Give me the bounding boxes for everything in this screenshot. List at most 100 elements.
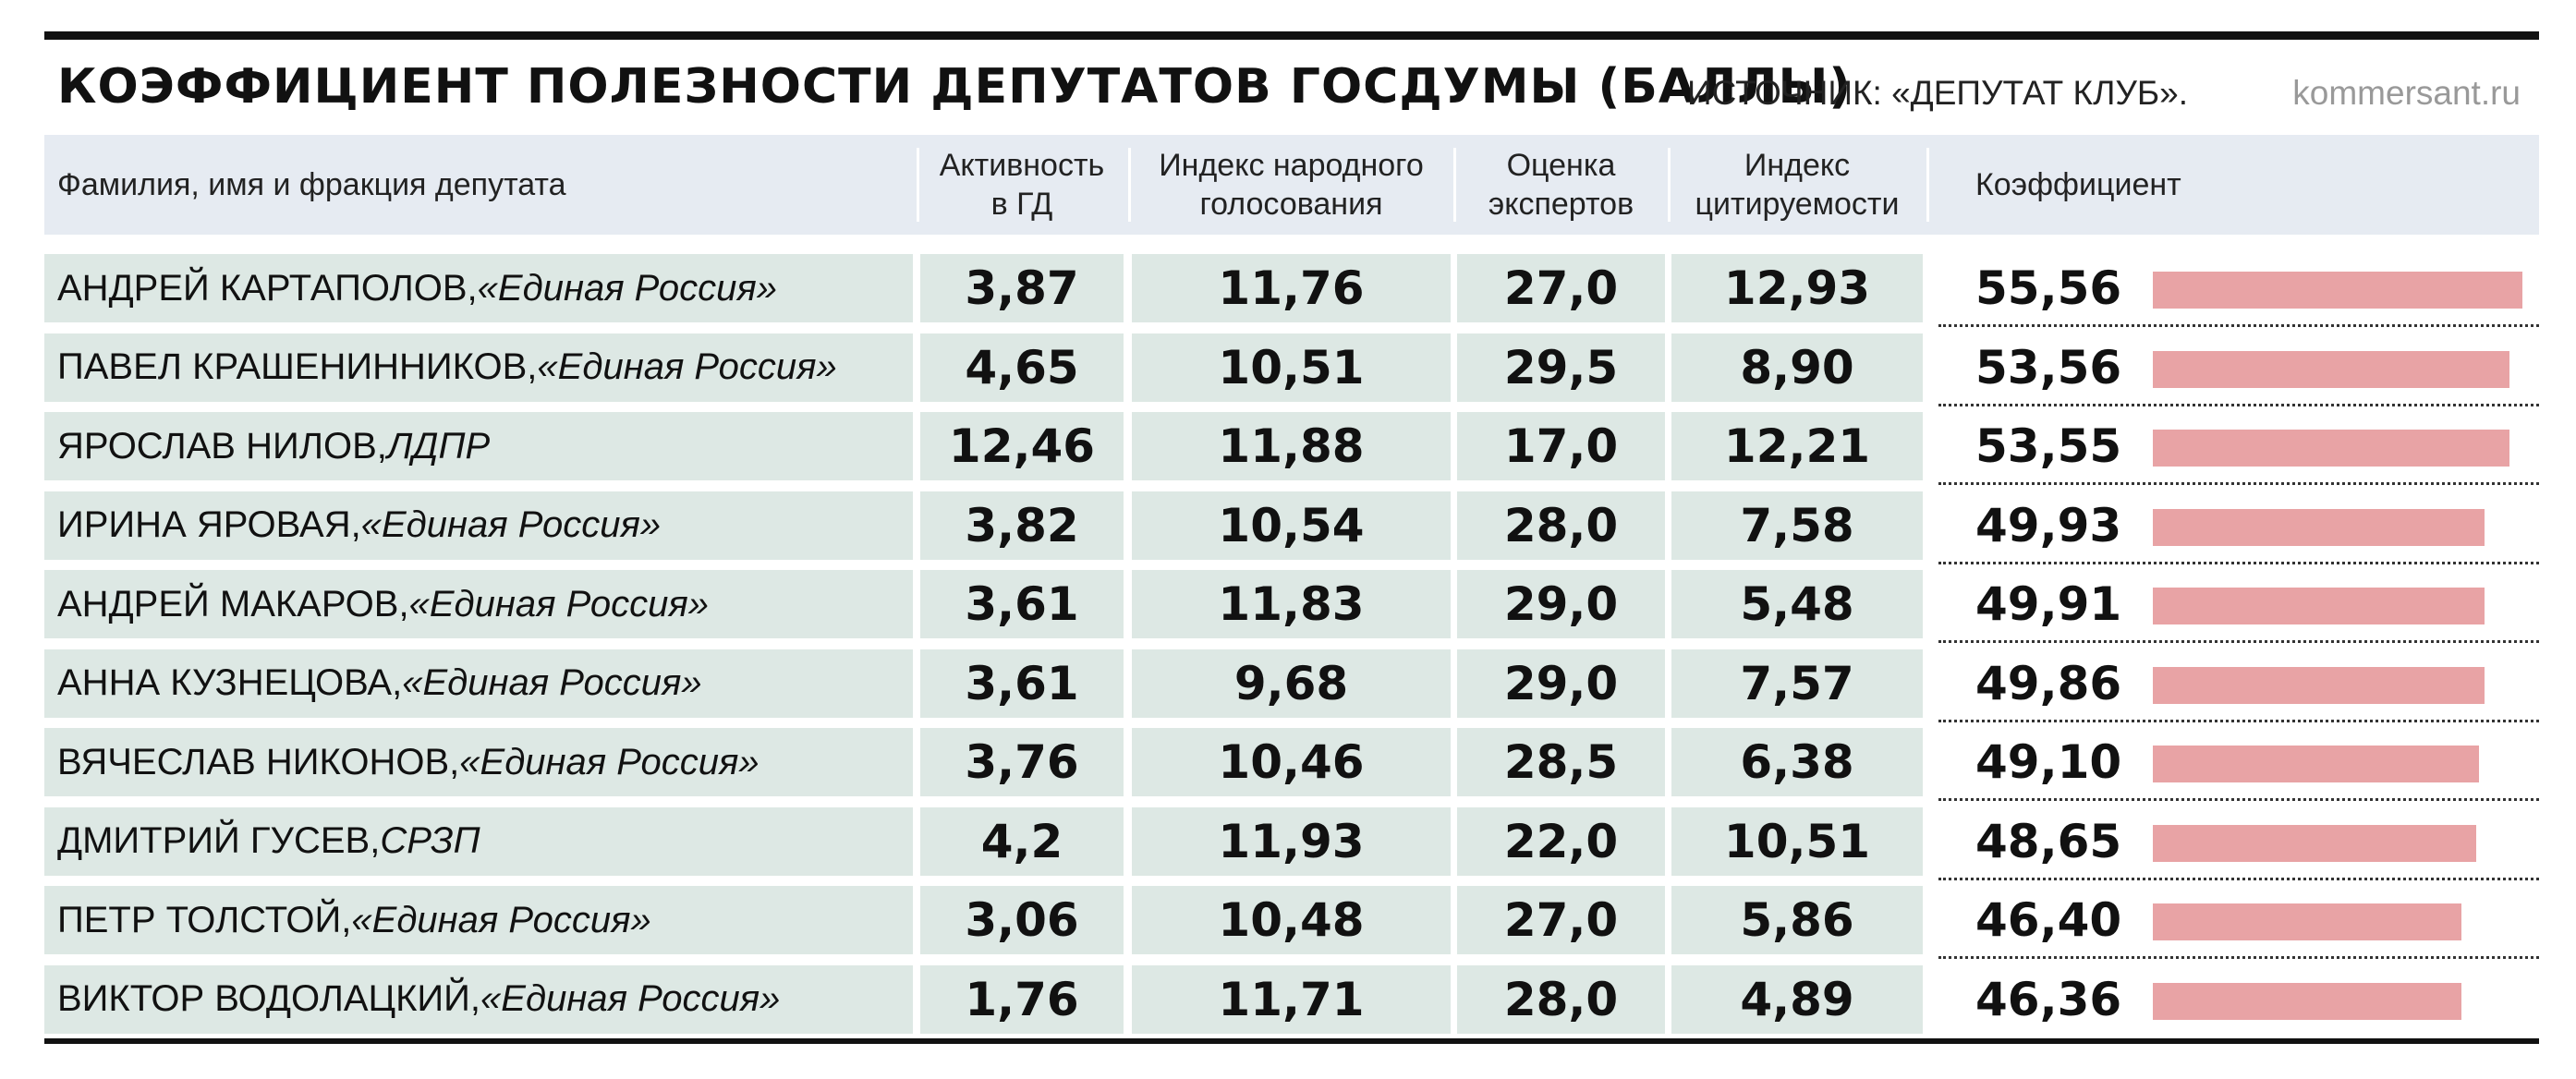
faction-label: «Единая Россия» [477, 267, 778, 309]
citation-cell: 7,58 [1671, 491, 1923, 560]
row-divider [1938, 956, 2539, 959]
experts-cell: 28,0 [1457, 491, 1665, 560]
deputy-cell: ВЯЧЕСЛАВ НИКОНОВ, «Единая Россия» [44, 728, 913, 796]
citation-cell: 12,21 [1671, 412, 1923, 480]
activity-cell: 3,76 [920, 728, 1124, 796]
row-divider [1938, 640, 2539, 643]
coefficient-value: 49,86 [1975, 656, 2122, 710]
activity-cell: 3,82 [920, 491, 1124, 560]
deputy-cell: ПЕТР ТОЛСТОЙ, «Единая Россия» [44, 886, 913, 954]
faction-label: «Единая Россия» [480, 978, 781, 1019]
popular-vote-cell: 11,88 [1132, 412, 1451, 480]
deputy-cell: ДМИТРИЙ ГУСЕВ, СРЗП [44, 806, 913, 876]
faction-label: «Единая Россия» [408, 583, 709, 624]
coefficient-bar [2153, 508, 2485, 546]
citation-cell: 5,86 [1671, 886, 1923, 954]
faction-label: «Единая Россия» [351, 899, 651, 940]
deputy-name: ПАВЕЛ КРАШЕНИННИКОВ, [57, 346, 538, 387]
column-header-activity: Активность в ГД [939, 148, 1105, 222]
citation-cell: 10,51 [1671, 806, 1923, 876]
citation-cell: 4,89 [1671, 964, 1923, 1034]
activity-cell: 3,87 [920, 254, 1124, 322]
column-header-citation: Индекс цитируемости [1695, 148, 1900, 222]
popular-vote-cell: 10,48 [1132, 886, 1451, 954]
deputy-name: ИРИНА ЯРОВАЯ, [57, 504, 361, 545]
row-divider [1938, 482, 2539, 485]
row-divider [1938, 719, 2539, 722]
row-divider [1938, 403, 2539, 406]
row-divider [1938, 324, 2539, 327]
column-header-coefficient: Коэффициент [1975, 167, 2181, 202]
table-row: ВЯЧЕСЛАВ НИКОНОВ, «Единая Россия» 3,76 10,… [0, 728, 2576, 801]
activity-cell: 3,61 [920, 570, 1124, 638]
deputy-cell: ИРИНА ЯРОВАЯ, «Единая Россия» [44, 491, 913, 560]
popular-vote-cell: 11,93 [1132, 806, 1451, 876]
coefficient-bar [2153, 430, 2509, 467]
coefficient-value: 46,36 [1975, 972, 2122, 1026]
header-separator [1453, 148, 1456, 222]
table-row: АНДРЕЙ МАКАРОВ, «Единая Россия» 3,61 11,83… [0, 570, 2576, 643]
row-divider [1938, 561, 2539, 564]
table-row: ИРИНА ЯРОВАЯ, «Единая Россия» 3,82 10,54 28… [0, 491, 2576, 564]
popular-vote-cell: 10,51 [1132, 333, 1451, 402]
citation-cell: 7,57 [1671, 649, 1923, 718]
row-divider [1938, 798, 2539, 801]
popular-vote-cell: 9,68 [1132, 649, 1451, 718]
coefficient-bar [2153, 272, 2522, 309]
header-separator [1668, 148, 1671, 222]
deputy-cell: ПАВЕЛ КРАШЕНИННИКОВ, «Единая Россия» [44, 333, 913, 402]
coefficient-bar [2153, 746, 2480, 782]
deputy-cell: ЯРОСЛАВ НИЛОВ, ЛДПР [44, 412, 913, 480]
activity-cell: 4,2 [920, 806, 1124, 876]
chart-title: КОЭФФИЦИЕНТ ПОЛЕЗНОСТИ ДЕПУТАТОВ ГОСДУМЫ… [57, 59, 1853, 115]
coefficient-value: 53,56 [1975, 340, 2122, 394]
coefficient-value: 49,93 [1975, 498, 2122, 552]
table-row: ЯРОСЛАВ НИЛОВ, ЛДПР 12,46 11,88 17,0 12,21 53… [0, 412, 2576, 485]
experts-cell: 17,0 [1457, 412, 1665, 480]
deputy-name: АНДРЕЙ КАРТАПОЛОВ, [57, 267, 478, 309]
experts-cell: 29,5 [1457, 333, 1665, 402]
coefficient-bar [2153, 350, 2509, 388]
row-divider [1938, 877, 2539, 880]
source-note: ИСТОЧНИК: «ДЕПУТАТ КЛУБ». [1687, 74, 2189, 112]
top-rule [44, 31, 2539, 40]
popular-vote-cell: 11,76 [1132, 254, 1451, 322]
deputy-cell: АННА КУЗНЕЦОВА, «Единая Россия» [44, 649, 913, 718]
faction-label: «Единая Россия» [402, 662, 702, 703]
activity-cell: 12,46 [920, 412, 1124, 480]
deputy-cell: АНДРЕЙ МАКАРОВ, «Единая Россия» [44, 570, 913, 638]
deputy-name: АНДРЕЙ МАКАРОВ, [57, 583, 409, 624]
deputy-name: ВЯЧЕСЛАВ НИКОНОВ, [57, 741, 460, 782]
deputy-cell: ВИКТОР ВОДОЛАЦКИЙ, «Единая Россия» [44, 964, 913, 1034]
table-row: АННА КУЗНЕЦОВА, «Единая Россия» 3,61 9,68 2… [0, 649, 2576, 722]
column-header-name: Фамилия, имя и фракция депутата [57, 167, 566, 202]
coefficient-value: 55,56 [1975, 261, 2122, 315]
experts-cell: 29,0 [1457, 570, 1665, 638]
column-header-experts: Оценка экспертов [1488, 148, 1634, 222]
table-header [44, 135, 2539, 235]
activity-cell: 1,76 [920, 964, 1124, 1034]
table-row: АНДРЕЙ КАРТАПОЛОВ, «Единая Россия» 3,87 11… [0, 254, 2576, 327]
coefficient-bar [2153, 982, 2461, 1020]
coefficient-bar [2153, 588, 2485, 624]
popular-vote-cell: 10,54 [1132, 491, 1451, 560]
bottom-rule [44, 1038, 2539, 1044]
experts-cell: 22,0 [1457, 806, 1665, 876]
table-row: ПАВЕЛ КРАШЕНИННИКОВ, «Единая Россия» 4,65… [0, 333, 2576, 406]
coefficient-bar [2153, 903, 2462, 940]
deputy-name: ПЕТР ТОЛСТОЙ, [57, 899, 352, 940]
experts-cell: 27,0 [1457, 254, 1665, 322]
header-separator [917, 148, 919, 222]
activity-cell: 4,65 [920, 333, 1124, 402]
coefficient-value: 49,10 [1975, 735, 2122, 789]
deputy-name: ДМИТРИЙ ГУСЕВ, [57, 820, 381, 861]
coefficient-value: 48,65 [1975, 814, 2122, 868]
experts-cell: 27,0 [1457, 886, 1665, 954]
coefficient-bar [2153, 666, 2485, 704]
popular-vote-cell: 11,83 [1132, 570, 1451, 638]
coefficient-bar [2153, 824, 2477, 862]
faction-label: СРЗП [380, 820, 480, 861]
faction-label: «Единая Россия» [537, 346, 837, 387]
faction-label: «Единая Россия» [459, 741, 759, 782]
